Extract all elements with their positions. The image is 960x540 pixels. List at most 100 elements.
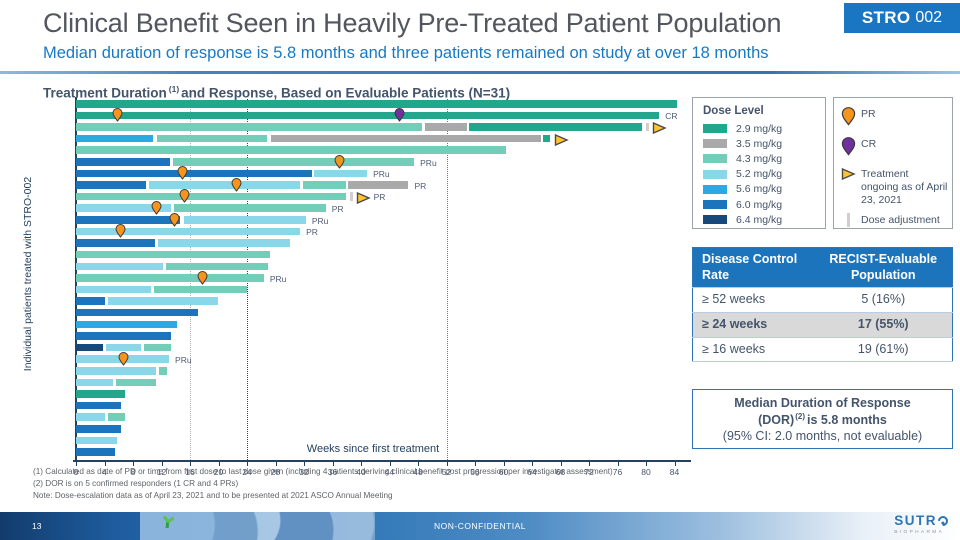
plot-area: CR PRu PRu PR PR PR PRu PR PRu PRu — [76, 99, 690, 460]
axis-tick — [503, 462, 505, 466]
axis-tick — [446, 462, 448, 466]
axis-tick-label: 64 — [527, 467, 537, 477]
response-label: CR — [665, 111, 678, 122]
bar-segment-dose-6.0 — [76, 239, 155, 247]
dose-legend-title: Dose Level — [703, 105, 764, 117]
bar-segment-dose-4.3 — [158, 367, 167, 375]
badge-number: 002 — [915, 9, 943, 26]
bar-segment-dose-4.3 — [76, 192, 346, 201]
axis-tick — [475, 462, 476, 466]
patient-bar-row — [76, 122, 690, 135]
bar-segment-dose-5.2 — [76, 378, 113, 387]
patient-bar-row: PR — [76, 200, 690, 215]
axis-tick-label: 44 — [384, 467, 395, 477]
axis-tick — [560, 462, 562, 466]
pr-marker — [334, 154, 345, 169]
bar-segment-dose-5.2 — [313, 169, 368, 178]
bar-segment-dose-4.3 — [154, 285, 248, 294]
adjustment-label: Dose adjustment — [861, 214, 940, 227]
patient-bar-row: PRu — [76, 212, 690, 227]
sutro-logo-wordmark: SUTR — [894, 513, 951, 528]
bar-segment-dose-5.2 — [149, 181, 301, 189]
response-label: PRu — [311, 215, 329, 226]
stro-002-badge: STRO 002 — [844, 3, 960, 33]
pr-marker — [151, 200, 162, 215]
axis-tick-label: 24 — [242, 467, 252, 477]
footnote-2: (2) DOR is on 5 confirmed responders (1 … — [33, 479, 239, 488]
response-label: PR — [331, 203, 344, 214]
bar-segment-dose-6.0 — [76, 169, 312, 178]
axis-tick-label: 12 — [156, 467, 167, 477]
x-axis-label: Weeks since first treatment — [306, 443, 440, 455]
axis-tick-label: 20 — [213, 467, 224, 477]
sutro-logo-o — [935, 513, 951, 528]
bar-segment-dose-4.3 — [115, 378, 156, 387]
pr-marker — [112, 108, 123, 122]
page-title: Clinical Benefit Seen in Heavily Pre-Tre… — [43, 8, 782, 38]
axis-tick — [646, 462, 647, 466]
patient-bar-row: CR — [76, 108, 690, 122]
bar-segment-dose-4.3 — [76, 123, 422, 131]
bar-segment-dose-6.0 — [76, 216, 181, 224]
axis-tick-label: 8 — [130, 467, 136, 477]
patient-bar-row — [76, 378, 690, 388]
table-row: ≥ 16 weeks 19 (61%) — [692, 337, 953, 363]
classification-label: NON-CONFIDENTIAL — [433, 521, 527, 531]
patient-bar-row: PRu — [76, 351, 690, 366]
bar-segment-dose-3.5 — [348, 181, 409, 189]
page-subtitle: Median duration of response is 5.8 month… — [43, 44, 769, 62]
dor-line3: (95% CI: 2.0 months, not evaluable) — [722, 429, 923, 444]
dose-label: 6.0 mg/kg — [736, 198, 783, 211]
chart-title-prefix: Treatment Duration — [43, 85, 167, 101]
pr-marker — [179, 189, 190, 204]
patient-bar-row — [76, 320, 690, 330]
pr-marker — [115, 224, 126, 239]
patient-bar-row — [76, 436, 690, 446]
patient-bar-row: PR — [76, 224, 690, 239]
response-legend: PR CR Treatment ongoing as of April 23, … — [833, 97, 953, 229]
pr-marker — [118, 351, 129, 366]
bar-segment-dose-6.4 — [76, 343, 103, 352]
axis-tick — [161, 462, 163, 466]
dose-legend-item: 2.9 mg/kg — [703, 121, 825, 136]
footnote-note: Note: Dose-escalation data as of April 2… — [33, 491, 393, 500]
patient-bar-row — [76, 308, 690, 318]
bar-segment-dose-4.3 — [76, 146, 507, 154]
dose-swatch-icon — [703, 154, 727, 164]
axis-tick — [218, 462, 220, 466]
gridline-week-52 — [446, 99, 448, 460]
bar-segment-dose-5.2 — [76, 367, 156, 375]
response-label: PR — [306, 227, 318, 238]
axis-tick-label: 48 — [413, 467, 423, 477]
header-divider — [0, 71, 960, 74]
dose-swatch-icon — [703, 200, 727, 210]
bar-segment-dose-4.3 — [172, 158, 415, 166]
table-cell-label: ≥ 24 weeks — [692, 312, 815, 338]
x-axis-line — [73, 460, 691, 462]
dose-label: 5.2 mg/kg — [736, 168, 783, 181]
table-header-cell: Disease Control Rate — [692, 247, 815, 289]
bar-segment-dose-5.2 — [108, 297, 218, 305]
bar-segment-dose-5.2 — [76, 227, 301, 236]
sutro-logo-biopharma: BIOPHARMA — [894, 529, 945, 535]
table-header-cell: RECIST-Evaluable Population — [814, 247, 953, 289]
dose-label: 5.6 mg/kg — [736, 183, 783, 196]
pr-label: PR — [861, 108, 876, 120]
axis-tick-label: 80 — [641, 467, 651, 477]
bar-segment-dose-2.9 — [76, 100, 678, 108]
patient-bar-row — [76, 146, 690, 155]
response-label: PRu — [269, 273, 287, 284]
axis-tick-label: 28 — [270, 467, 281, 477]
dose-legend-item: 6.4 mg/kg — [703, 212, 825, 227]
dose-label: 4.3 mg/kg — [736, 152, 783, 165]
axis-tick — [617, 462, 619, 466]
axis-tick — [104, 462, 106, 466]
pr-marker — [177, 166, 188, 180]
dose-swatch-icon — [703, 184, 727, 194]
median-dor-callout: Median Duration of Response (DOR)(2) is 5… — [692, 389, 953, 449]
patient-bar-row — [76, 239, 690, 248]
legend-item-ongoing: Treatment ongoing as of April 23, 2021 — [841, 166, 948, 207]
bar-segment-dose-5.6 — [76, 134, 154, 143]
badge-brand: STRO — [861, 8, 911, 27]
bar-segment-dose-6.0 — [76, 448, 115, 456]
